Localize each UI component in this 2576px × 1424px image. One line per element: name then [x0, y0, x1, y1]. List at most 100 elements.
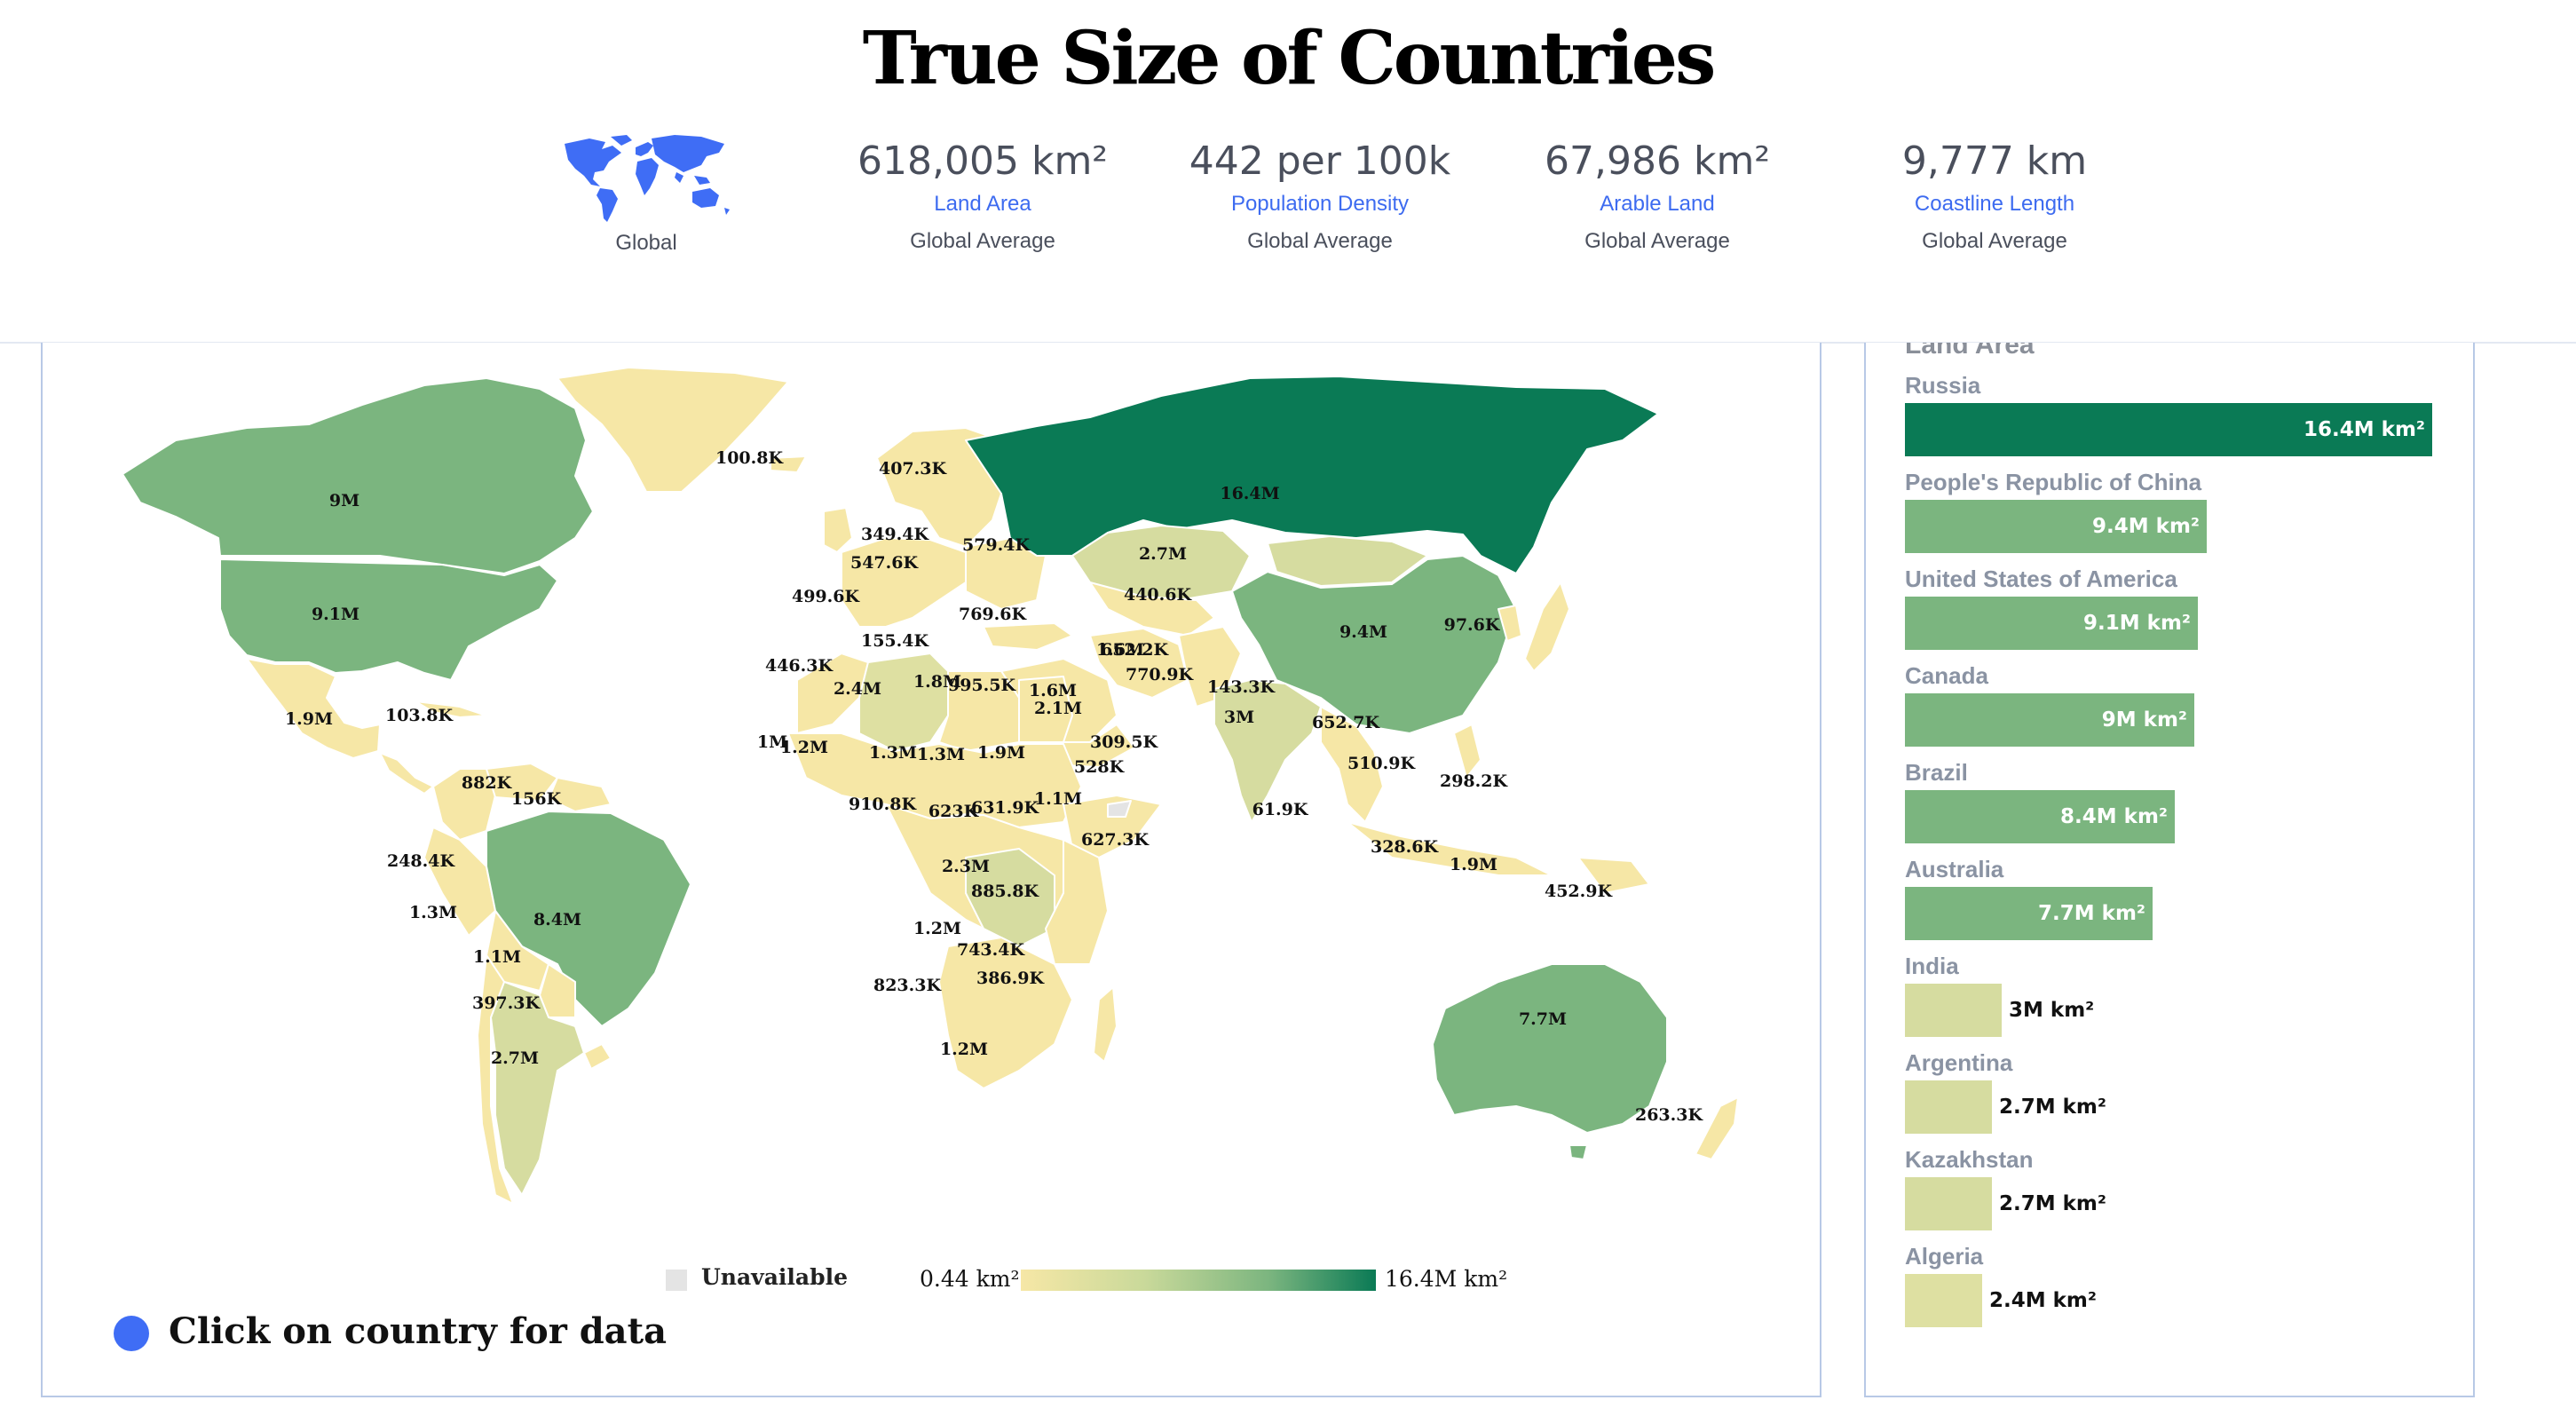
country-papua-new-guinea	[1577, 857, 1650, 894]
ranking-value: 7.7M km²	[2038, 902, 2145, 925]
country-uk	[823, 507, 853, 553]
ranking-item[interactable]: Canada 9M km²	[1905, 660, 2455, 748]
map-value-label: 652.7K	[1312, 713, 1380, 732]
ranking-item[interactable]: Argentina 2.7M km²	[1905, 1047, 2455, 1135]
map-value-label: 885.8K	[971, 882, 1039, 901]
stat-land-area: 618,005 km² Land Area Global Average	[805, 133, 1160, 254]
ranking-bar	[1905, 1274, 1982, 1327]
stat-metric-link[interactable]: Land Area	[934, 192, 1031, 216]
ranking-value: 2.4M km²	[1989, 1289, 2097, 1312]
map-value-label: 995.5K	[948, 676, 1016, 695]
stat-metric-link[interactable]: Coastline Length	[1914, 192, 2075, 216]
map-value-label: 9.4M	[1339, 622, 1387, 642]
country-somaliland-unavailable	[1107, 800, 1132, 818]
country-egypt	[1018, 676, 1073, 743]
stat-value: 618,005 km²	[857, 138, 1108, 184]
map-value-label: 407.3K	[879, 459, 947, 479]
map-value-label: 1.8M	[913, 672, 961, 692]
ranking-item[interactable]: United States of America 9.1M km²	[1905, 563, 2455, 652]
map-value-label: 823.3K	[873, 976, 942, 995]
country-venezuela	[486, 763, 558, 802]
map-value-label: 156K	[511, 789, 563, 809]
ranking-value: 2.7M km²	[1999, 1192, 2106, 1215]
map-value-label: 528K	[1074, 757, 1126, 777]
ranking-item[interactable]: Algeria 2.4M km²	[1905, 1240, 2455, 1329]
ranking-item[interactable]: Brazil 8.4M km²	[1905, 756, 2455, 845]
ranking-country-name: United States of America	[1905, 566, 2177, 592]
map-value-label: 61.9K	[1252, 800, 1309, 819]
stat-population-density: 442 per 100k Population Density Global A…	[1142, 133, 1497, 254]
map-value-label: 1M	[757, 732, 787, 752]
map-value-label: 155.4K	[861, 631, 929, 651]
map-value-label: 1.1M	[1034, 789, 1082, 809]
ranking-item[interactable]: Australia 7.7M km²	[1905, 853, 2455, 942]
map-value-label: 143.3K	[1207, 677, 1276, 697]
map-value-label: 440.6K	[1124, 585, 1192, 605]
map-value-label: 263.3K	[1635, 1105, 1703, 1125]
hint-dot-icon	[114, 1316, 149, 1351]
country-india	[1213, 679, 1322, 823]
ranking-item[interactable]: Kazakhstan 2.7M km²	[1905, 1143, 2455, 1232]
map-value-label: 499.6K	[792, 587, 860, 606]
stat-value: 67,986 km²	[1545, 138, 1770, 184]
country-libya	[938, 670, 1020, 752]
stat-coastline-length: 9,777 km Coastline Length Global Average	[1817, 133, 2172, 254]
ranking-country-name: Argentina	[1905, 1049, 2013, 1076]
country-turkey	[983, 622, 1073, 651]
ranking-bar	[1905, 790, 2175, 843]
ranking-country-name: Australia	[1905, 856, 2004, 882]
world-map[interactable]: 16.4M 9M 9.1M 100.8K 407.3K 349.4K 547.6K 579.4…	[43, 343, 1823, 1239]
legend-gradient-bar	[1021, 1270, 1376, 1291]
country-central-asia	[1089, 581, 1215, 637]
ranking-country-name: India	[1905, 953, 1959, 979]
map-value-label: 9M	[329, 491, 360, 510]
map-value-label: 1.6M	[1029, 681, 1077, 700]
ranking-bar	[1905, 693, 2194, 747]
country-argentina	[490, 981, 585, 1196]
map-value-labels: 16.4M 9M 9.1M 100.8K 407.3K 349.4K 547.6K 579.4…	[285, 448, 1704, 1125]
country-western-europe	[841, 537, 967, 628]
ranking-bar	[1905, 403, 2432, 456]
ranking-value: 16.4M km²	[2303, 418, 2425, 441]
map-value-label: 1.3M	[917, 745, 965, 764]
country-colombia	[432, 768, 496, 841]
map-value-label: 97.6K	[1444, 615, 1501, 635]
stat-caption: Global Average	[910, 229, 1055, 253]
country-mexico	[246, 658, 381, 759]
country-australia	[1432, 963, 1668, 1134]
stat-metric-link[interactable]: Arable Land	[1600, 192, 1715, 216]
global-selector[interactable]: Global	[557, 133, 735, 256]
ranking-item[interactable]: India 3M km²	[1905, 950, 2455, 1039]
country-southeast-asia	[1320, 706, 1384, 823]
map-value-label: 743.4K	[957, 940, 1025, 960]
country-china	[1231, 555, 1517, 734]
country-southern-africa	[938, 937, 1073, 1089]
ranking-value: 9.1M km²	[2083, 612, 2191, 635]
stat-metric-link[interactable]: Population Density	[1230, 192, 1410, 216]
country-caribbean	[415, 700, 487, 718]
ranking-country-name: Kazakhstan	[1905, 1146, 2034, 1173]
country-usa	[219, 558, 558, 681]
map-value-label: 16.4M	[1220, 484, 1279, 503]
map-value-label: 770.9K	[1126, 665, 1194, 684]
ranking-item[interactable]: Russia 16.4M km²	[1905, 369, 2455, 458]
map-legend: Unavailable 0.44 km² 16.4M km²	[43, 1248, 1823, 1293]
country-dr-congo	[965, 848, 1055, 947]
ranking-country-name: Canada	[1905, 662, 1988, 689]
ranking-item[interactable]: People's Republic of China 9.4M km²	[1905, 466, 2455, 555]
ranking-country-name: Algeria	[1905, 1243, 1984, 1270]
ranking-country-name: Brazil	[1905, 759, 1968, 786]
country-korea	[1497, 605, 1522, 642]
map-value-label: 248.4K	[387, 851, 455, 871]
country-tasmania	[1569, 1144, 1588, 1160]
map-value-label: 349.4K	[861, 525, 929, 544]
map-value-label: 2.1M	[1034, 699, 1082, 718]
ranking-bar	[1905, 887, 2153, 940]
country-chile	[477, 954, 514, 1205]
map-value-label: 100.8K	[715, 448, 784, 468]
map-value-label: 1.2M	[913, 919, 961, 938]
legend-min-label: 0.44 km²	[920, 1266, 1020, 1292]
legend-max-label: 16.4M km²	[1385, 1266, 1508, 1292]
map-value-label: 1.2M	[780, 738, 828, 757]
map-value-label: 103.8K	[385, 706, 454, 725]
